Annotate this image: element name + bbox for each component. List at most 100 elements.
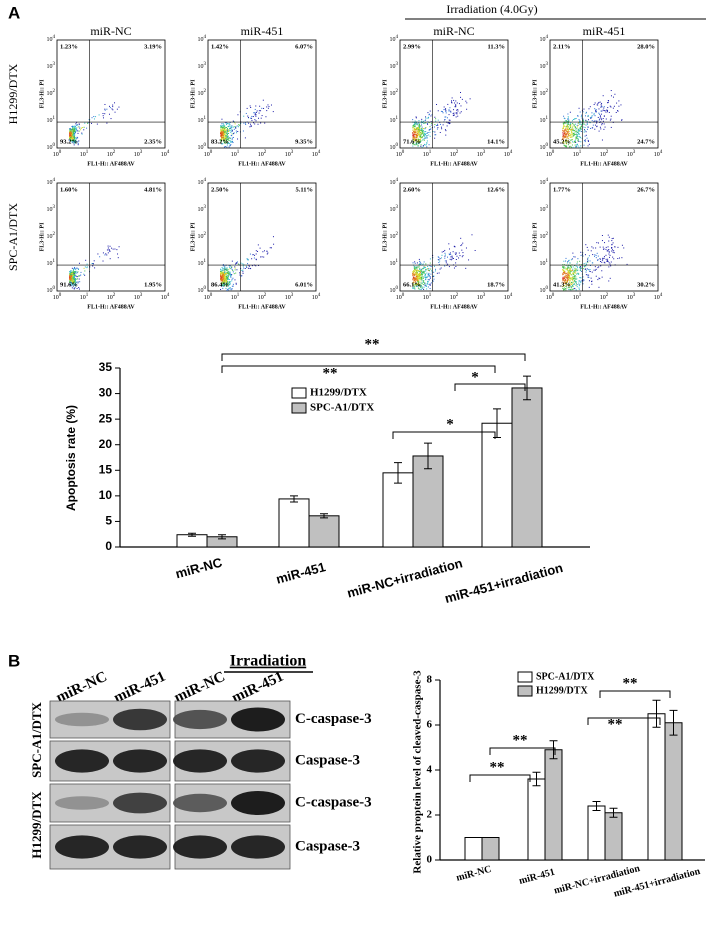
event-dot xyxy=(71,132,73,134)
event-dot xyxy=(83,129,85,131)
event-dot xyxy=(565,272,567,274)
event-dot xyxy=(572,146,574,148)
event-dot xyxy=(221,273,223,275)
event-dot xyxy=(596,122,598,124)
tick-exponent: 0 xyxy=(204,286,207,291)
event-dot xyxy=(226,134,228,136)
event-dot xyxy=(431,114,433,116)
tick-exponent: 1 xyxy=(53,259,56,264)
event-dot xyxy=(601,235,603,237)
event-dot xyxy=(412,274,414,276)
event-dot xyxy=(234,123,236,125)
event-dot xyxy=(235,127,237,129)
event-dot xyxy=(418,277,420,279)
event-dot xyxy=(587,115,589,117)
event-dot xyxy=(74,284,76,286)
tick-base: 10 xyxy=(390,234,396,240)
event-dot xyxy=(102,260,104,262)
axis-tick-label: 104 xyxy=(540,35,549,43)
event-dot xyxy=(588,274,590,276)
event-dot xyxy=(567,277,569,279)
axis-tick-label: 100 xyxy=(47,143,56,151)
event-dot xyxy=(413,139,415,141)
event-dot xyxy=(434,116,436,118)
event-dot xyxy=(573,264,575,266)
event-dot xyxy=(563,289,565,291)
event-dot xyxy=(223,140,225,142)
event-dot xyxy=(235,262,237,264)
event-dot xyxy=(73,129,75,131)
event-dot xyxy=(262,99,264,101)
event-dot xyxy=(247,115,249,117)
axis-tick-label: 100 xyxy=(546,150,555,158)
event-dot xyxy=(563,273,565,275)
event-dot xyxy=(601,139,603,141)
event-dot xyxy=(460,91,462,93)
axis-tick-label: 103 xyxy=(540,62,549,70)
event-dot xyxy=(570,265,572,267)
event-dot xyxy=(413,270,415,272)
event-dot xyxy=(425,263,427,265)
error-bar xyxy=(652,699,661,728)
event-dot xyxy=(567,137,569,139)
event-dot xyxy=(417,269,419,271)
event-dot xyxy=(222,285,224,287)
event-dot xyxy=(235,130,237,132)
event-dot xyxy=(416,135,418,137)
event-dot xyxy=(448,122,450,124)
event-dot xyxy=(73,277,75,279)
event-dot xyxy=(223,140,225,142)
event-dot xyxy=(587,261,589,263)
band-label: C-caspase-3 xyxy=(295,711,372,727)
quadrant-label: 3.19% xyxy=(144,43,162,50)
event-dot xyxy=(577,115,579,117)
tick-exponent: 0 xyxy=(210,293,213,298)
event-dot xyxy=(416,122,418,124)
axis-tick-label: 103 xyxy=(47,205,56,213)
event-dot xyxy=(106,108,108,110)
event-dot xyxy=(445,260,447,262)
event-dot xyxy=(576,135,578,137)
event-dot xyxy=(226,128,228,130)
event-dot xyxy=(565,140,567,142)
event-dot xyxy=(611,240,613,242)
significance-label: * xyxy=(471,369,479,385)
event-dot xyxy=(255,111,257,113)
event-dot xyxy=(229,144,231,146)
quadrant-label: 2.50% xyxy=(211,186,229,193)
event-dot xyxy=(413,278,415,280)
event-dot xyxy=(415,133,417,135)
event-dot xyxy=(222,275,224,277)
event-dot xyxy=(414,262,416,264)
event-dot xyxy=(563,130,565,132)
event-dot xyxy=(438,262,440,264)
event-dot xyxy=(73,273,75,275)
event-dot xyxy=(577,114,579,116)
event-dot xyxy=(448,119,450,121)
event-dot xyxy=(563,289,565,291)
event-dot xyxy=(222,268,224,270)
event-dot xyxy=(225,137,227,139)
event-dot xyxy=(425,127,427,129)
event-dot xyxy=(413,266,415,268)
event-dot xyxy=(562,132,564,134)
event-dot xyxy=(77,282,79,284)
event-dot xyxy=(78,125,80,127)
event-dot xyxy=(451,255,453,257)
event-dot xyxy=(423,272,425,274)
event-dot xyxy=(232,270,234,272)
event-dot xyxy=(412,282,414,284)
event-dot xyxy=(223,280,225,282)
event-dot xyxy=(225,283,227,285)
event-dot xyxy=(419,135,421,137)
event-dot xyxy=(574,127,576,129)
y-tick-label: 0 xyxy=(105,539,112,553)
tick-base: 10 xyxy=(80,152,86,158)
event-dot xyxy=(254,112,256,114)
event-dot xyxy=(224,122,226,124)
event-dot xyxy=(579,260,581,262)
event-dot xyxy=(226,279,228,281)
event-dot xyxy=(69,271,71,273)
event-dot xyxy=(437,110,439,112)
event-dot xyxy=(565,281,567,283)
